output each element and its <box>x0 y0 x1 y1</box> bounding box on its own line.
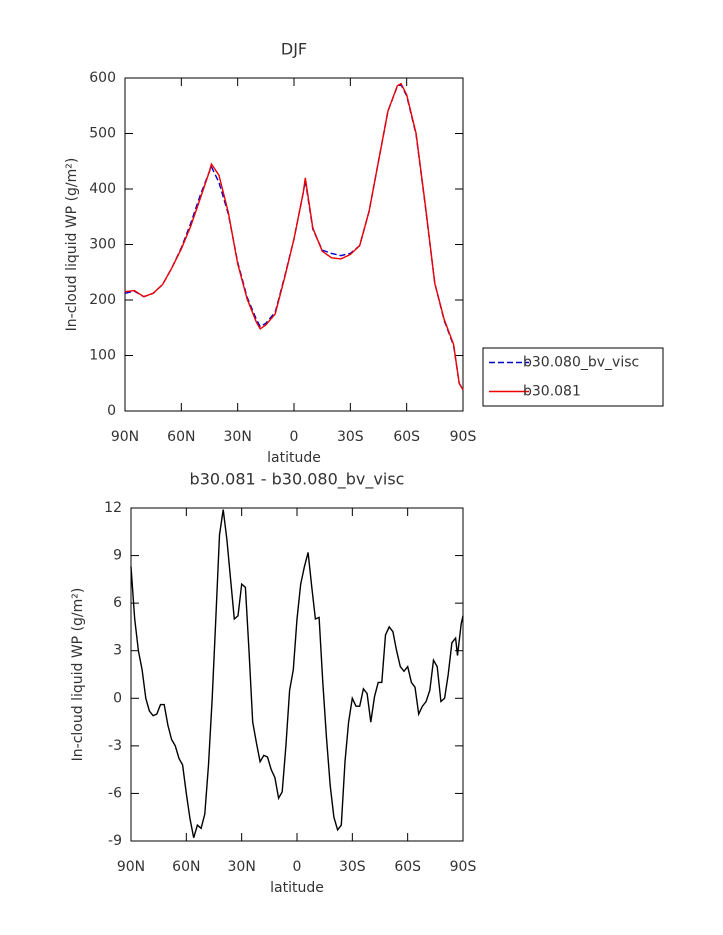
chart-title: DJF <box>281 40 307 59</box>
plot-frame <box>124 77 464 412</box>
x-tick-label: 0 <box>290 429 299 445</box>
x-tick-label: 90S <box>450 859 477 875</box>
y-tick-label: 200 <box>89 292 116 308</box>
y-tick-label: 3 <box>113 643 122 659</box>
y-tick-label: 600 <box>89 70 116 86</box>
legend-label: b30.081 <box>523 384 581 400</box>
legend-label: b30.080_bv_visc <box>523 355 639 371</box>
x-tick-label: 90N <box>111 429 139 445</box>
y-tick-label: -9 <box>108 833 122 849</box>
y-tick-label: 100 <box>89 348 116 364</box>
x-tick-label: 90N <box>117 859 145 875</box>
plot-frame <box>130 507 464 842</box>
y-tick-label: 0 <box>107 403 116 419</box>
y-tick-label: 6 <box>113 595 122 611</box>
y-tick-label: -6 <box>108 785 122 801</box>
series-line <box>124 82 464 391</box>
y-axis-label: In-cloud liquid WP (g/m²) <box>70 588 86 762</box>
x-tick-label: 30S <box>339 859 366 875</box>
x-tick-label: 60S <box>394 859 421 875</box>
data-line <box>130 509 464 838</box>
y-tick-label: 9 <box>113 548 122 564</box>
y-tick-label: 500 <box>89 126 116 142</box>
y-tick-label: 12 <box>104 500 122 516</box>
y-tick-label: -3 <box>108 738 122 754</box>
x-tick-label: 60N <box>167 429 195 445</box>
x-tick-label: 30N <box>228 859 256 875</box>
x-tick-label: 90S <box>450 429 477 445</box>
y-axis-label: In-cloud liquid WP (g/m²) <box>64 158 80 332</box>
y-tick-label: 0 <box>113 690 122 706</box>
x-tick-label: 60S <box>393 429 420 445</box>
x-tick-label: 0 <box>293 859 302 875</box>
y-tick-label: 300 <box>89 237 116 253</box>
y-tick-label: 400 <box>89 181 116 197</box>
x-tick-label: 30N <box>224 429 252 445</box>
legend-box <box>482 347 664 407</box>
x-axis-label: latitude <box>267 450 321 466</box>
x-tick-label: 60N <box>172 859 200 875</box>
x-axis-label: latitude <box>270 880 324 896</box>
x-tick-label: 30S <box>337 429 364 445</box>
chart-title: b30.081 - b30.080_bv_visc <box>190 470 405 490</box>
